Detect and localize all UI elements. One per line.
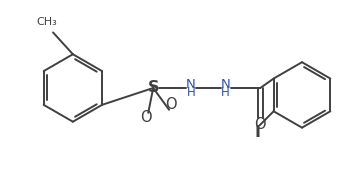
Text: O: O [255, 117, 266, 132]
Text: O: O [165, 97, 177, 112]
Text: H: H [221, 86, 230, 99]
Text: O: O [140, 110, 152, 125]
Text: I: I [255, 125, 261, 140]
Text: CH₃: CH₃ [37, 18, 57, 28]
Text: N: N [221, 78, 230, 90]
Text: S: S [148, 80, 159, 96]
Text: H: H [187, 86, 195, 99]
Text: N: N [186, 78, 196, 90]
